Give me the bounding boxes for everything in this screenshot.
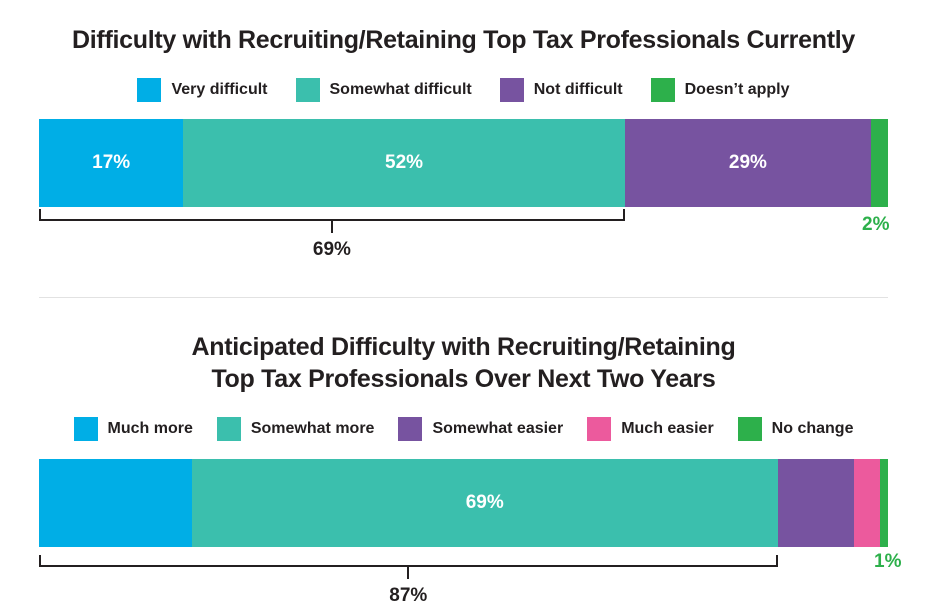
data-label: 29% (728, 152, 767, 173)
legend-label: Not difficult (533, 81, 623, 98)
bracket-tick (330, 221, 333, 233)
outside-label: 1% (874, 551, 902, 572)
bar-segment (854, 459, 880, 547)
legend-item: No change (737, 417, 854, 441)
bar-segment (39, 459, 192, 547)
legend-label: Much easier (621, 420, 714, 437)
bar-segment: 69% (191, 459, 778, 547)
bracket-label: 87% (389, 585, 428, 606)
chart1-title: Difficulty with Recruiting/Retaining Top… (72, 26, 855, 54)
legend-item: Doesn’t apply (650, 78, 790, 102)
legend-label: Somewhat difficult (329, 81, 472, 98)
chart2-legend: Much more Somewhat more Somewhat easier Muc… (0, 417, 927, 441)
legend-item: Not difficult (499, 78, 623, 102)
legend-item: Somewhat difficult (295, 78, 472, 102)
chart1-bar: 17% 52% 29% (39, 119, 888, 207)
legend-label: Somewhat more (250, 420, 375, 437)
bar-segment: 29% (624, 119, 871, 207)
legend-item: Somewhat more (216, 417, 375, 441)
legend-swatch (650, 78, 675, 102)
legend-item: Somewhat easier (398, 417, 563, 441)
divider (39, 297, 888, 298)
legend-swatch (137, 78, 162, 102)
legend-label: Somewhat easier (432, 420, 564, 437)
bracket-label: 69% (312, 239, 351, 260)
legend-item: Much more (73, 417, 193, 441)
chart1-legend: Very difficult Somewhat difficult Not diff… (0, 78, 927, 102)
legend-swatch (295, 78, 320, 102)
data-label: 17% (92, 152, 131, 173)
chart2-title-line1: Anticipated Difficulty with Recruiting/R… (191, 333, 736, 361)
legend-swatch (398, 417, 423, 441)
legend-swatch (587, 417, 612, 441)
bar-segment: 17% (39, 119, 184, 207)
legend-item: Much easier (587, 417, 714, 441)
legend-swatch (499, 78, 524, 102)
legend-item: Very difficult (137, 78, 268, 102)
bracket (39, 209, 625, 221)
legend-swatch (216, 417, 241, 441)
legend-label: Much more (107, 420, 193, 437)
bar-segment (871, 119, 888, 207)
chart2-bar: 69% (39, 459, 888, 547)
bracket-tick (407, 567, 410, 579)
outside-label: 2% (862, 214, 890, 235)
legend-label: Very difficult (171, 81, 268, 98)
legend-label: Doesn’t apply (684, 81, 790, 98)
bar-segment (879, 459, 888, 547)
legend-swatch (737, 417, 762, 441)
chart2-title-line2: Top Tax Professionals Over Next Two Year… (211, 365, 716, 393)
bar-segment (777, 459, 855, 547)
bracket (39, 555, 778, 567)
legend-swatch (73, 417, 98, 441)
legend-label: No change (771, 420, 854, 437)
bar-segment: 52% (183, 119, 625, 207)
data-label: 69% (465, 492, 504, 513)
data-label: 52% (385, 152, 424, 173)
